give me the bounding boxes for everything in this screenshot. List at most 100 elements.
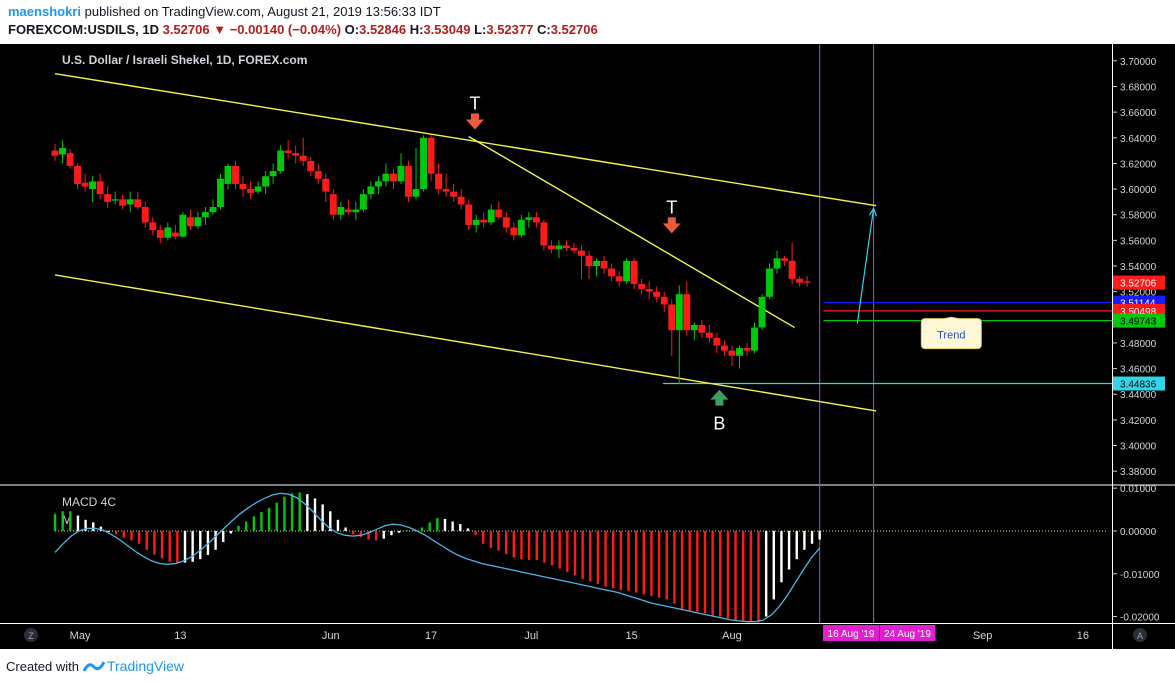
candle-body <box>555 245 563 250</box>
macd-tick-label: -0.02000 <box>1120 613 1160 624</box>
candle <box>269 163 277 184</box>
macd-histogram-bar <box>298 492 301 531</box>
tradingview-brand-link[interactable]: TradingView <box>106 658 185 674</box>
left-corner-icon-label: Z <box>28 631 34 641</box>
candle <box>224 163 232 190</box>
candle <box>186 209 194 231</box>
candle-body <box>457 196 465 205</box>
macd-histogram-bar <box>703 530 707 614</box>
candle <box>382 163 390 187</box>
candle-body <box>600 260 608 269</box>
marker-label: B <box>713 414 725 434</box>
macd-histogram-bar <box>657 530 661 598</box>
macd-histogram-bar <box>482 530 485 544</box>
price-tick-label: 3.54000 <box>1120 262 1157 273</box>
macd-histogram-bar <box>336 519 340 531</box>
candle-body <box>329 194 337 215</box>
macd-histogram-bar <box>382 530 386 539</box>
macd-histogram-bar <box>397 530 401 533</box>
trendline <box>54 72 877 207</box>
candle-body <box>66 153 74 166</box>
candle-body <box>578 250 585 256</box>
macd-histogram-bar <box>642 530 646 595</box>
candle <box>495 201 503 220</box>
price-tag-label: 3.50498 <box>1120 307 1157 318</box>
candle-body <box>540 222 548 246</box>
macd-histogram-bar <box>550 530 554 566</box>
candle <box>540 219 548 251</box>
candle-body <box>420 137 427 190</box>
candle-body <box>179 214 187 237</box>
candle-body <box>751 327 758 351</box>
candle-body <box>254 186 262 192</box>
left-corner-icon[interactable] <box>24 628 38 642</box>
candle-body <box>209 207 217 213</box>
candle <box>698 319 706 338</box>
candle-body <box>217 178 224 208</box>
candle-body <box>525 217 533 220</box>
author-link[interactable]: maenshokri <box>8 4 81 19</box>
price-tag: 3.52706 <box>1113 275 1165 290</box>
macd-histogram-bar <box>214 530 217 550</box>
candle <box>359 189 367 213</box>
candle <box>337 201 345 220</box>
candle-body <box>111 199 119 201</box>
candle-body <box>570 248 578 251</box>
macd-histogram-bar <box>742 530 745 621</box>
candle <box>81 173 89 192</box>
macd-histogram-bar <box>275 502 278 531</box>
macd-histogram-bar <box>61 511 64 531</box>
macd-histogram <box>53 492 821 623</box>
macd-histogram-bar <box>344 527 347 531</box>
candle-body <box>194 217 202 227</box>
candle <box>51 144 59 161</box>
macd-histogram-bar <box>726 530 730 619</box>
candle <box>713 332 721 354</box>
macd-tick-label: -0.01000 <box>1120 570 1160 581</box>
candle <box>781 255 789 266</box>
candle-body <box>314 171 322 179</box>
chart-area[interactable]: 3.70000 3.68000 3.66000 3.64000 3.62000 3.600… <box>0 44 1175 649</box>
marker-label: T <box>469 94 480 114</box>
candle <box>736 345 743 369</box>
right-corner-icon[interactable] <box>1133 628 1147 642</box>
time-tick-label: May <box>70 630 91 642</box>
date-flag: 24 Aug '19 <box>879 625 936 641</box>
candle <box>217 173 224 210</box>
macd-histogram-bar <box>390 530 393 536</box>
macd-histogram-bar <box>604 530 607 587</box>
candle-body <box>675 294 683 331</box>
macd-histogram-bar <box>535 530 538 561</box>
footer: Created with TradingView <box>0 650 1175 683</box>
candle-body <box>374 181 382 187</box>
price-tick-label: 3.68000 <box>1120 82 1157 93</box>
candle <box>547 240 555 254</box>
macd-histogram-bar <box>757 530 760 623</box>
right-corner-icon-label: A <box>1137 631 1143 641</box>
candle <box>89 176 97 202</box>
candle <box>510 222 518 241</box>
macd-histogram-bar <box>634 530 638 593</box>
candle-body <box>615 276 623 282</box>
macd-histogram-bar <box>145 530 148 550</box>
projection-arrowhead-icon <box>869 206 878 217</box>
price-chart-svg[interactable]: 3.70000 3.68000 3.66000 3.64000 3.62000 3.600… <box>0 44 1175 649</box>
macd-histogram-bar <box>558 530 561 569</box>
trendline <box>468 135 795 329</box>
candle <box>593 258 600 277</box>
candle <box>239 176 247 197</box>
candle <box>119 194 127 210</box>
candle <box>758 294 766 331</box>
candle-body <box>322 178 330 192</box>
macd-histogram-bar <box>306 494 309 531</box>
close-value: 3.52706 <box>550 22 598 37</box>
candle <box>111 191 119 205</box>
publish-line: maenshokri published on TradingView.com,… <box>8 4 441 19</box>
macd-histogram-bar <box>810 530 814 544</box>
low-value: 3.52377 <box>486 22 534 37</box>
price-tag-box <box>1113 313 1165 328</box>
candle <box>156 224 164 243</box>
candle-body <box>134 199 142 208</box>
candle-body <box>563 245 570 249</box>
candle <box>743 342 751 356</box>
